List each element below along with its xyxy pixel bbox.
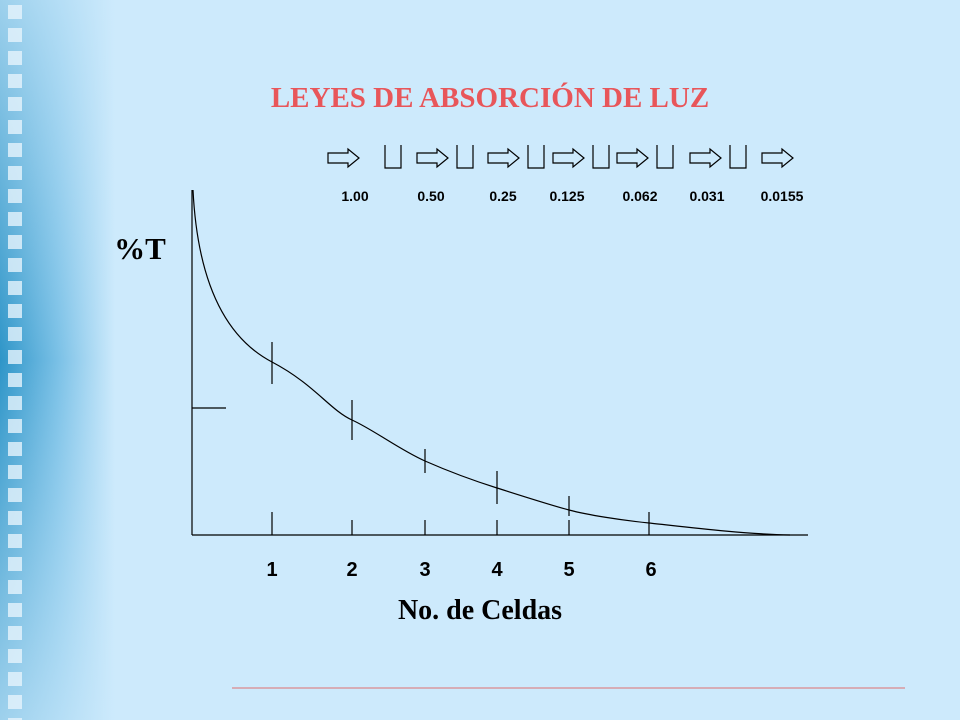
arrow bbox=[616, 147, 649, 169]
cell bbox=[656, 145, 674, 169]
arrow bbox=[416, 147, 449, 169]
transmittance-label: 0.0155 bbox=[761, 188, 804, 204]
y-axis-label: %T bbox=[114, 231, 166, 266]
arrow bbox=[487, 147, 520, 169]
x-axis-label: No. de Celdas bbox=[398, 595, 562, 626]
transmittance-label: 0.25 bbox=[489, 188, 516, 204]
cell bbox=[384, 145, 402, 169]
plot bbox=[191, 189, 808, 536]
cell bbox=[527, 145, 545, 169]
x-tick-label: 1 bbox=[266, 559, 277, 581]
cell bbox=[592, 145, 610, 169]
light-beam bbox=[327, 145, 794, 169]
x-tick-label: 6 bbox=[645, 559, 656, 581]
transmittance-label: 1.00 bbox=[341, 188, 368, 204]
x-tick-labels: 1 2 3 4 5 6 bbox=[266, 559, 656, 581]
x-tick-label: 2 bbox=[346, 559, 357, 581]
arrow bbox=[327, 147, 360, 169]
title: LEYES DE ABSORCIÓN DE LUZ bbox=[271, 81, 709, 114]
transmittance-label: 0.50 bbox=[417, 188, 444, 204]
cell bbox=[456, 145, 474, 169]
transmittance-label: 0.125 bbox=[549, 188, 584, 204]
arrow bbox=[761, 147, 794, 169]
side-squares bbox=[8, 0, 22, 720]
x-tick-label: 4 bbox=[491, 559, 503, 581]
x-tick-label: 5 bbox=[563, 559, 574, 581]
cell bbox=[729, 145, 747, 169]
transmittance-label: 0.062 bbox=[622, 188, 657, 204]
transmittance-label: 0.031 bbox=[689, 188, 724, 204]
transmittance-labels: 1.00 0.50 0.25 0.125 0.062 0.031 0.0155 bbox=[341, 188, 803, 204]
x-tick-label: 3 bbox=[419, 559, 430, 581]
arrow bbox=[689, 147, 722, 169]
arrow bbox=[552, 147, 585, 169]
